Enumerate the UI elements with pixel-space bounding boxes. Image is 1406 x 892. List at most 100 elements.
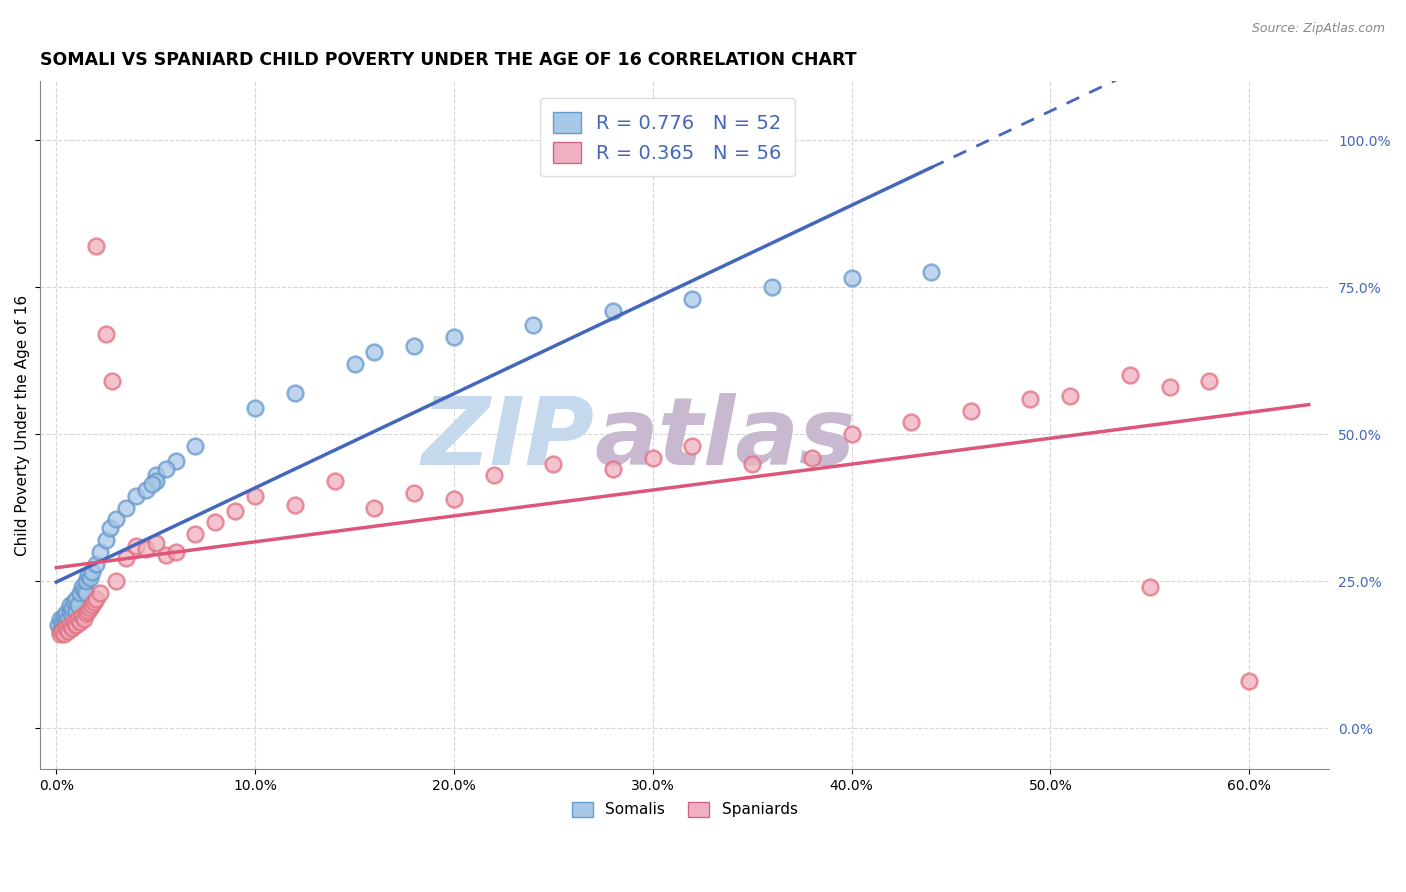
Point <box>49 624 72 639</box>
Point <box>284 386 307 401</box>
Point <box>243 489 266 503</box>
Point <box>115 550 138 565</box>
Point <box>204 516 226 530</box>
Point <box>165 545 187 559</box>
Point <box>101 374 124 388</box>
Point <box>83 595 105 609</box>
Text: ZIP: ZIP <box>422 393 595 485</box>
Point <box>84 239 107 253</box>
Point <box>79 571 101 585</box>
Point <box>522 318 544 333</box>
Point <box>51 615 73 630</box>
Point <box>155 462 177 476</box>
Point <box>959 403 981 417</box>
Point <box>60 600 83 615</box>
Point <box>94 327 117 342</box>
Point <box>51 621 73 635</box>
Point <box>900 416 922 430</box>
Y-axis label: Child Poverty Under the Age of 16: Child Poverty Under the Age of 16 <box>15 294 30 556</box>
Legend: Somalis, Spaniards: Somalis, Spaniards <box>565 796 804 823</box>
Point <box>55 615 77 630</box>
Point <box>82 566 104 580</box>
Point <box>70 609 93 624</box>
Point <box>67 612 90 626</box>
Point <box>59 618 82 632</box>
Point <box>63 615 86 630</box>
Title: SOMALI VS SPANIARD CHILD POVERTY UNDER THE AGE OF 16 CORRELATION CHART: SOMALI VS SPANIARD CHILD POVERTY UNDER T… <box>41 51 858 69</box>
Point <box>224 503 246 517</box>
Point <box>243 401 266 415</box>
Point <box>543 457 565 471</box>
Point <box>443 330 465 344</box>
Point <box>1119 368 1142 383</box>
Point <box>84 557 107 571</box>
Point <box>1059 389 1081 403</box>
Point <box>165 453 187 467</box>
Point <box>70 580 93 594</box>
Point <box>135 541 157 556</box>
Point <box>841 427 863 442</box>
Point <box>65 591 87 606</box>
Point <box>65 618 87 632</box>
Point <box>58 612 80 626</box>
Point <box>53 609 76 624</box>
Text: atlas: atlas <box>595 393 856 485</box>
Point <box>404 486 426 500</box>
Point <box>73 582 96 597</box>
Point <box>741 457 763 471</box>
Point <box>89 545 111 559</box>
Point <box>602 462 624 476</box>
Point <box>60 621 83 635</box>
Point <box>1159 380 1181 394</box>
Point <box>145 468 167 483</box>
Point <box>482 468 505 483</box>
Point <box>602 303 624 318</box>
Point <box>77 568 100 582</box>
Point <box>284 498 307 512</box>
Point <box>51 624 73 639</box>
Point <box>53 627 76 641</box>
Point <box>155 548 177 562</box>
Point <box>135 483 157 497</box>
Point <box>67 598 90 612</box>
Point <box>79 600 101 615</box>
Point <box>125 489 148 503</box>
Point <box>58 624 80 639</box>
Point <box>800 450 823 465</box>
Point <box>115 500 138 515</box>
Point <box>84 591 107 606</box>
Point <box>125 539 148 553</box>
Point <box>1139 580 1161 594</box>
Point <box>63 595 86 609</box>
Point <box>104 574 127 589</box>
Point <box>145 474 167 488</box>
Point <box>363 500 385 515</box>
Point <box>141 477 163 491</box>
Point <box>363 344 385 359</box>
Point <box>73 612 96 626</box>
Point <box>682 439 704 453</box>
Point <box>641 450 664 465</box>
Point <box>98 521 121 535</box>
Point <box>682 292 704 306</box>
Point <box>75 607 97 621</box>
Point <box>145 536 167 550</box>
Point <box>75 586 97 600</box>
Point <box>323 474 346 488</box>
Point <box>55 621 77 635</box>
Point <box>69 615 91 630</box>
Point <box>46 618 69 632</box>
Point <box>53 618 76 632</box>
Point <box>77 603 100 617</box>
Point <box>920 265 942 279</box>
Point <box>65 603 87 617</box>
Point <box>841 271 863 285</box>
Point <box>1237 674 1260 689</box>
Point <box>49 627 72 641</box>
Point <box>49 612 72 626</box>
Point <box>59 598 82 612</box>
Point <box>69 586 91 600</box>
Point <box>404 339 426 353</box>
Text: Source: ZipAtlas.com: Source: ZipAtlas.com <box>1251 22 1385 36</box>
Point <box>89 586 111 600</box>
